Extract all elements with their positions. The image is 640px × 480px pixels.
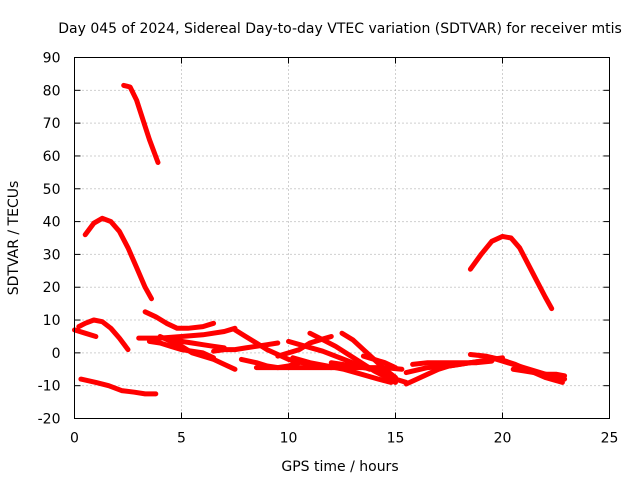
y-tick-label: 70: [43, 116, 61, 132]
series-line-pass-21: [253, 365, 405, 372]
series-line-pass-18: [307, 330, 398, 385]
y-tick-label: 0: [52, 346, 61, 362]
y-axis-label: SDTVAR / TECUs: [6, 181, 22, 296]
x-tick-label: 15: [387, 431, 405, 447]
x-tick-label: 25: [601, 431, 619, 447]
x-tick-label: 5: [177, 431, 186, 447]
x-tick-label: 0: [70, 431, 79, 447]
y-tick-label: 60: [43, 149, 61, 165]
series-line-pass-7: [142, 309, 217, 331]
series-line-pass-8: [136, 325, 238, 341]
plot-frame: [74, 57, 610, 419]
y-tick-label: 80: [43, 83, 61, 99]
series-line-pass-5: [72, 327, 99, 339]
series-line-pass-2: [82, 215, 154, 302]
x-axis-label: GPS time / hours: [281, 459, 398, 475]
data-series: [72, 82, 568, 397]
axis-ticks: 0 5 10 15 20 25 -20 -10 0 10 20 30 40 50 60 70 80 90: [38, 51, 619, 447]
y-tick-label: 30: [43, 247, 61, 263]
y-tick-label: 10: [43, 313, 61, 329]
series-line-pass-3: [467, 233, 555, 312]
y-tick-label: -10: [38, 379, 61, 395]
series-line-pass-25: [410, 358, 495, 367]
y-tick-label: 40: [43, 215, 61, 231]
series-line-pass-6: [78, 376, 159, 397]
x-tick-label: 10: [280, 431, 298, 447]
series-line-pass-1: [121, 82, 161, 165]
y-tick-label: 20: [43, 280, 61, 296]
series-line-pass-19: [339, 330, 398, 380]
series-line-pass-11: [168, 337, 227, 351]
series-line-pass-9: [146, 338, 217, 361]
y-tick-label: -20: [38, 412, 61, 428]
x-tick-label: 20: [494, 431, 512, 447]
series-line-pass-28: [510, 366, 568, 379]
series-line-pass-4: [76, 317, 131, 353]
chart-title: Day 045 of 2024, Sidereal Day-to-day VTE…: [58, 21, 622, 37]
y-tick-label: 90: [43, 51, 61, 67]
y-tick-label: 50: [43, 182, 61, 198]
series-line-pass-12: [211, 340, 281, 354]
series-line-pass-22: [360, 353, 398, 371]
